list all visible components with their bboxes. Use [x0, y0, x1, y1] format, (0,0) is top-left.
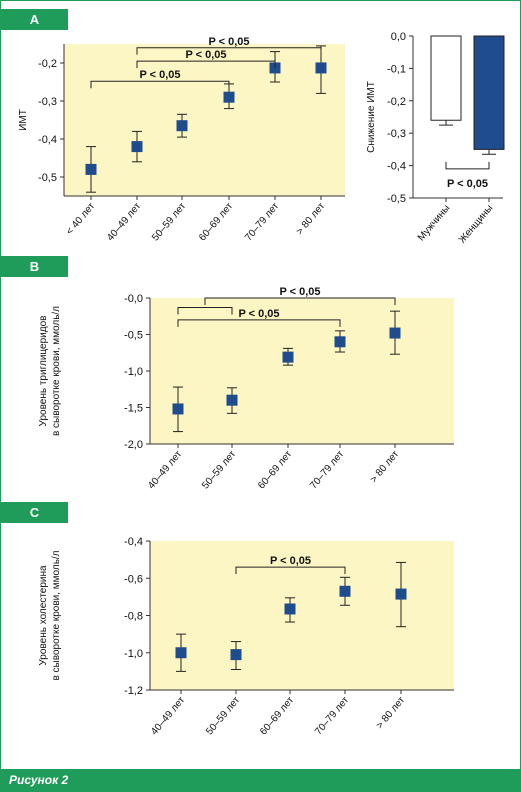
y-tick-label: -1,5 [124, 403, 143, 415]
data-point [172, 403, 184, 415]
significance-bracket [177, 306, 233, 315]
y-tick-label: -0,4 [38, 134, 57, 146]
y-tick-label: -1,0 [124, 366, 143, 378]
data-point [175, 647, 187, 659]
significance-label: P < 0,05 [208, 36, 249, 48]
bar [430, 35, 462, 121]
data-point [176, 120, 188, 132]
y-axis-label: ИМТ [18, 109, 29, 131]
y-axis-label-line: Уровень триглицеридов [38, 316, 49, 427]
y-axis-label: Уровень холестерина в сыворотке крови, мм… [38, 550, 62, 680]
x-tick-label: 60–69 лет [258, 695, 296, 738]
chart-a-sex: 0,0 -0,1 -0,2 -0,3 -0,4 -0,5 Снижение ИМТ Мужчи… [366, 31, 505, 246]
y-tick-label: -0,5 [38, 172, 57, 184]
significance-label: P < 0,05 [447, 178, 488, 190]
y-tick-label: -0,8 [124, 611, 143, 623]
y-tick-label: -1,0 [124, 648, 143, 660]
figure-caption: Рисунок 2 [1, 769, 520, 791]
data-point [315, 62, 327, 74]
x-tick-label: 50–59 лет [204, 695, 242, 738]
y-axis-label: Снижение ИМТ [366, 81, 377, 153]
y-tick-label: 0,0 [391, 31, 406, 43]
x-tick-label: 50–59 лет [150, 201, 188, 244]
y-axis-label-line: ИМТ [18, 109, 29, 131]
significance-bracket [235, 566, 346, 575]
significance-bracket [177, 319, 341, 327]
y-tick-label: -0,6 [124, 573, 143, 585]
y-axis-label-line: Уровень холестерина [38, 565, 49, 666]
x-tick-label: Мужчины [416, 203, 452, 244]
x-tick-label: > 80 лет [294, 201, 327, 238]
significance-bracket [90, 80, 230, 89]
data-point [284, 603, 296, 615]
y-tick-label: -0,2 [387, 96, 406, 108]
significance-label: P < 0,05 [238, 308, 279, 320]
panel-label-c: C [1, 502, 68, 523]
plot-area [150, 298, 454, 444]
significance-label: P < 0,05 [185, 49, 226, 61]
bar [473, 35, 505, 150]
y-tick-label: -0,0 [124, 293, 143, 305]
x-tick-label: 40–49 лет [105, 201, 143, 244]
x-tick-label: 70–79 лет [313, 695, 351, 738]
y-tick-label: -0,3 [387, 128, 406, 140]
data-point [282, 351, 294, 363]
y-axis-label: Уровень триглицеридов в сыворотке крови, … [38, 306, 62, 436]
x-tick-label: 70–79 лет [308, 449, 346, 492]
data-point [339, 585, 351, 597]
panel-label-b: B [1, 256, 68, 277]
x-tick-label: > 80 лет [368, 449, 401, 486]
data-point [395, 588, 407, 600]
y-tick-label: -0,5 [387, 193, 406, 205]
y-axis-label-line: в сыворотке крови, ммоль/л [51, 550, 62, 680]
significance-bracket [136, 47, 322, 55]
x-tick-label: 40–49 лет [149, 695, 187, 738]
significance-bracket [445, 161, 490, 170]
significance-label: P < 0,05 [139, 69, 180, 81]
y-tick-label: -0,4 [124, 536, 143, 548]
data-point [226, 394, 238, 406]
x-tick-label: Женщины [457, 203, 495, 246]
y-tick-label: -0,4 [387, 161, 406, 173]
data-point [334, 336, 346, 348]
chart-a-age: -0,2 -0,3 -0,4 -0,5 ИМТ < 40 лет 40–49 лет 50–5… [18, 36, 345, 244]
x-tick-label: 60–69 лет [197, 201, 235, 244]
x-tick-label: 60–69 лет [256, 449, 294, 492]
x-tick-label: 70–79 лет [243, 201, 281, 244]
x-tick-label: < 40 лет [64, 201, 97, 238]
significance-label: P < 0,05 [270, 555, 311, 567]
significance-label: P < 0,05 [279, 286, 320, 298]
y-tick-label: -2,0 [124, 439, 143, 451]
x-tick-label: 50–59 лет [200, 449, 238, 492]
y-tick-label: -0,3 [38, 96, 57, 108]
y-tick-label: -0,2 [38, 58, 57, 70]
chart-c: -0,4 -0,6 -0,8 -1,0 -1,2 Уровень холестерина в… [38, 536, 454, 737]
y-tick-label: -0,1 [387, 63, 406, 75]
x-tick-label: 40–49 лет [146, 449, 184, 492]
data-point [223, 91, 235, 103]
data-point [131, 141, 143, 153]
y-tick-label: -1,2 [124, 685, 143, 697]
plot-area [150, 541, 454, 690]
data-point [389, 327, 401, 339]
panel-label-a: A [1, 9, 68, 30]
y-tick-label: -0,5 [124, 330, 143, 342]
significance-bracket [136, 60, 276, 69]
x-tick-label: > 80 лет [374, 695, 407, 732]
plot-area [64, 44, 345, 196]
chart-b: -0,0 -0,5 -1,0 -1,5 -2,0 Уровень триглицеридо… [38, 286, 454, 491]
y-axis-label-line: Снижение ИМТ [366, 81, 377, 153]
data-point [230, 649, 242, 661]
data-point [85, 163, 97, 175]
significance-bracket [204, 297, 396, 305]
y-axis-label-line: в сыворотке крови, ммоль/л [51, 306, 62, 436]
